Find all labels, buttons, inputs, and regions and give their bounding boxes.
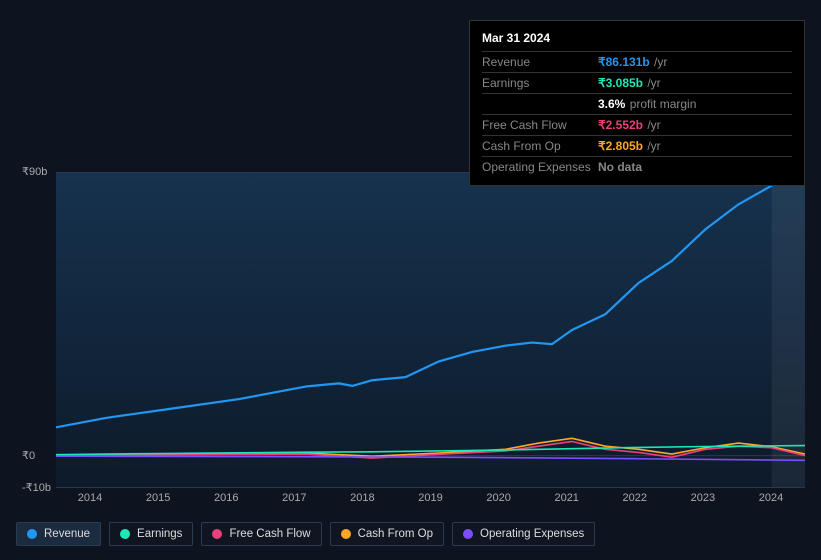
legend-swatch — [463, 529, 473, 539]
legend-item-operating-expenses[interactable]: Operating Expenses — [452, 522, 595, 546]
tooltip-row-label: Cash From Op — [482, 139, 598, 153]
chart-container: ₹90b ₹0 -₹10b 2014201520162017201820192020… — [16, 160, 805, 510]
tooltip-row-label: Operating Expenses — [482, 160, 598, 174]
tooltip-row: Free Cash Flow₹2.552b /yr — [482, 114, 792, 135]
x-axis-labels: 2014201520162017201820192020202120222023… — [56, 492, 805, 510]
tooltip-row-value: ₹2.552b /yr — [598, 118, 792, 132]
legend-swatch — [120, 529, 130, 539]
tooltip-row: Operating ExpensesNo data — [482, 156, 792, 177]
chart-tooltip: Mar 31 2024 Revenue₹86.131b /yrEarnings₹… — [469, 20, 805, 186]
x-axis-label: 2014 — [56, 492, 124, 510]
y-axis-label: ₹0 — [22, 449, 35, 462]
legend-swatch — [341, 529, 351, 539]
x-axis-label: 2021 — [533, 492, 601, 510]
y-axis-label: -₹10b — [22, 481, 51, 494]
tooltip-row: Cash From Op₹2.805b /yr — [482, 135, 792, 156]
tooltip-row-label: Revenue — [482, 55, 598, 69]
chart-legend: Revenue Earnings Free Cash Flow Cash From O… — [16, 522, 595, 546]
legend-label: Revenue — [44, 528, 90, 540]
tooltip-row: Earnings₹3.085b /yr — [482, 72, 792, 93]
legend-swatch — [212, 529, 222, 539]
legend-label: Operating Expenses — [480, 528, 584, 540]
tooltip-row-label: Earnings — [482, 76, 598, 90]
legend-item-cash-from-op[interactable]: Cash From Op — [330, 522, 444, 546]
legend-label: Earnings — [137, 528, 182, 540]
tooltip-row: 3.6% profit margin — [482, 93, 792, 114]
tooltip-date: Mar 31 2024 — [482, 29, 792, 51]
legend-item-revenue[interactable]: Revenue — [16, 522, 101, 546]
tooltip-row-value: ₹2.805b /yr — [598, 139, 792, 153]
x-axis-label: 2019 — [396, 492, 464, 510]
chart-plot-area[interactable] — [56, 172, 805, 488]
tooltip-row: Revenue₹86.131b /yr — [482, 51, 792, 72]
x-axis-label: 2022 — [601, 492, 669, 510]
legend-item-free-cash-flow[interactable]: Free Cash Flow — [201, 522, 321, 546]
x-axis-label: 2018 — [328, 492, 396, 510]
tooltip-row-value: No data — [598, 160, 792, 174]
tooltip-row-value: ₹86.131b /yr — [598, 55, 792, 69]
legend-item-earnings[interactable]: Earnings — [109, 522, 193, 546]
x-axis-label: 2024 — [737, 492, 805, 510]
y-axis-label: ₹90b — [22, 165, 47, 178]
x-axis-label: 2017 — [260, 492, 328, 510]
tooltip-row-value: ₹3.085b /yr — [598, 76, 792, 90]
x-axis-label: 2020 — [465, 492, 533, 510]
tooltip-row-value: 3.6% profit margin — [598, 97, 792, 111]
x-axis-label: 2023 — [669, 492, 737, 510]
legend-swatch — [27, 529, 37, 539]
legend-label: Cash From Op — [358, 528, 433, 540]
tooltip-row-label: Free Cash Flow — [482, 118, 598, 132]
legend-label: Free Cash Flow — [229, 528, 310, 540]
x-axis-label: 2016 — [192, 492, 260, 510]
x-axis-label: 2015 — [124, 492, 192, 510]
